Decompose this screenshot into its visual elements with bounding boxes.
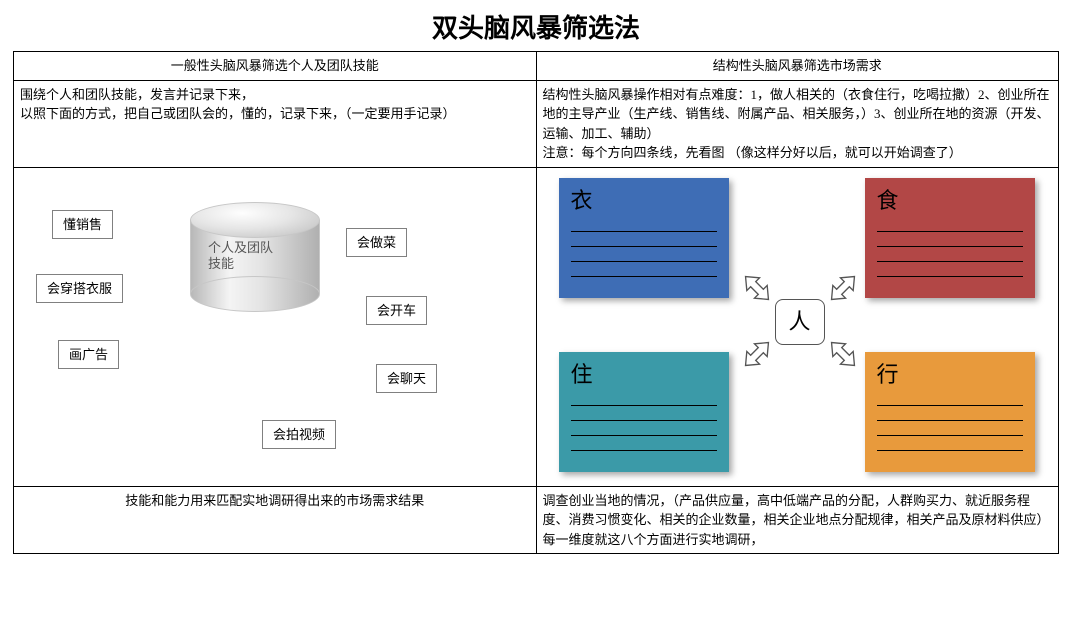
right-column-header: 结构性头脑风暴筛选市场需求 xyxy=(536,52,1059,81)
skill-box: 会穿搭衣服 xyxy=(36,274,123,304)
quadrant-title: 衣 xyxy=(571,184,717,217)
quadrant-line xyxy=(877,246,1023,247)
quadrant-line xyxy=(571,261,717,262)
arrow-icon xyxy=(817,328,868,379)
cylinder-icon: 个人及团队技能 xyxy=(190,202,320,312)
quadrant-line xyxy=(571,405,717,406)
quadrant-line xyxy=(571,420,717,421)
skill-box: 画广告 xyxy=(58,340,119,370)
right-description: 结构性头脑风暴操作相对有点难度：1，做人相关的（衣食住行，吃喝拉撒）2、创业所在… xyxy=(536,80,1059,167)
quadrant-line xyxy=(571,231,717,232)
quadrant-line xyxy=(571,276,717,277)
cylinder-label: 个人及团队技能 xyxy=(208,240,273,274)
right-diagram-cell: 人 衣 食住 行 xyxy=(536,167,1059,486)
left-diagram-cell: 个人及团队技能 懂销售会穿搭衣服画广告 会做菜会开车会聊天会拍视频 xyxy=(14,167,537,486)
quadrant-line xyxy=(877,231,1023,232)
market-diagram: 人 衣 食住 行 xyxy=(543,172,1053,482)
main-table: 一般性头脑风暴筛选个人及团队技能 结构性头脑风暴筛选市场需求 围绕个人和团队技能… xyxy=(13,51,1059,554)
arrow-icon xyxy=(817,262,868,313)
skill-box: 会做菜 xyxy=(346,228,407,258)
quadrant-card: 食 xyxy=(865,178,1035,298)
quadrant-line xyxy=(571,246,717,247)
skill-box: 会拍视频 xyxy=(262,420,336,450)
skill-box: 会开车 xyxy=(366,296,427,326)
quadrant-card: 衣 xyxy=(559,178,729,298)
quadrant-card: 行 xyxy=(865,352,1035,472)
skills-diagram: 个人及团队技能 懂销售会穿搭衣服画广告 会做菜会开车会聊天会拍视频 xyxy=(20,172,530,482)
quadrant-line xyxy=(877,261,1023,262)
quadrant-title: 行 xyxy=(877,358,1023,391)
right-footer: 调查创业当地的情况，（产品供应量，高中低端产品的分配，人群购买力、就近服务程度、… xyxy=(536,486,1059,554)
quadrant-line xyxy=(877,435,1023,436)
quadrant-line xyxy=(877,276,1023,277)
quadrant-line xyxy=(571,435,717,436)
quadrant-title: 食 xyxy=(877,184,1023,217)
quadrant-title: 住 xyxy=(571,358,717,391)
left-footer: 技能和能力用来匹配实地调研得出来的市场需求结果 xyxy=(14,486,537,554)
quadrant-line xyxy=(877,420,1023,421)
quadrant-line xyxy=(877,450,1023,451)
skill-box: 懂销售 xyxy=(52,210,113,240)
center-node: 人 xyxy=(775,299,825,345)
skill-box: 会聊天 xyxy=(376,364,437,394)
left-description: 围绕个人和团队技能，发言并记录下来，以照下面的方式，把自己或团队会的，懂的，记录… xyxy=(14,80,537,167)
page-title: 双头脑风暴筛选法 xyxy=(0,8,1072,45)
quadrant-line xyxy=(571,450,717,451)
quadrant-card: 住 xyxy=(559,352,729,472)
quadrant-line xyxy=(877,405,1023,406)
left-column-header: 一般性头脑风暴筛选个人及团队技能 xyxy=(14,52,537,81)
